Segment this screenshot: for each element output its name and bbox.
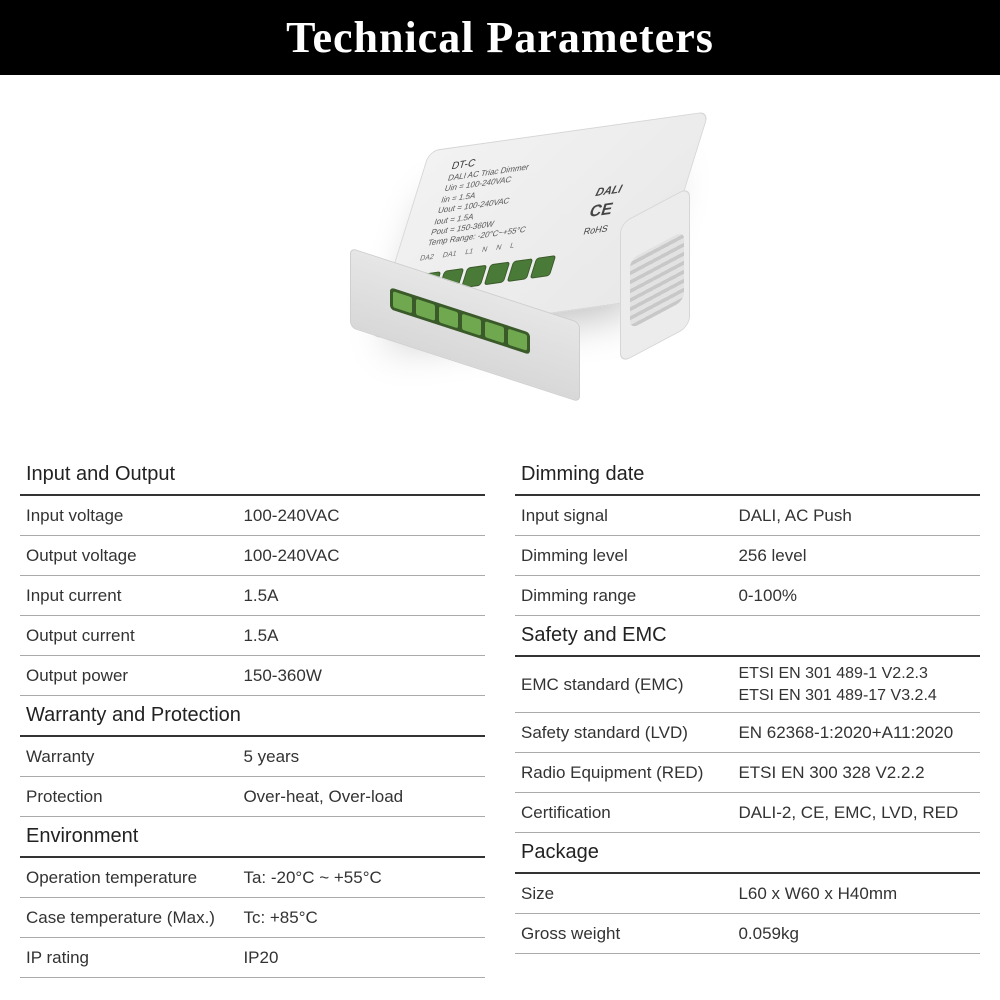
spec-key: Output power bbox=[26, 666, 243, 686]
spec-value: 0.059kg bbox=[738, 924, 974, 944]
spec-value: L60 x W60 x H40mm bbox=[738, 884, 974, 904]
spec-key: Input current bbox=[26, 586, 243, 606]
spec-row: Dimming range0-100% bbox=[515, 576, 980, 616]
left-column: Input and OutputInput voltage100-240VACO… bbox=[20, 455, 485, 978]
spec-key: Safety standard (LVD) bbox=[521, 723, 738, 743]
page-title: Technical Parameters bbox=[0, 0, 1000, 75]
spec-value: EN 62368-1:2020+A11:2020 bbox=[738, 723, 974, 743]
spec-row: Input voltage100-240VAC bbox=[20, 496, 485, 536]
spec-key: IP rating bbox=[26, 948, 243, 968]
spec-row: CertificationDALI-2, CE, EMC, LVD, RED bbox=[515, 793, 980, 833]
spec-key: Case temperature (Max.) bbox=[26, 908, 243, 928]
spec-key: Certification bbox=[521, 803, 738, 823]
section-header: Safety and EMC bbox=[515, 616, 980, 657]
spec-row: Output voltage100-240VAC bbox=[20, 536, 485, 576]
spec-value: Tc: +85°C bbox=[243, 908, 479, 928]
spec-value: IP20 bbox=[243, 948, 479, 968]
spec-value: DALI, AC Push bbox=[738, 506, 974, 526]
product-illustration: DT-C DALI AC Triac Dimmer Uin = 100-240V… bbox=[290, 115, 710, 415]
spec-key: Dimming range bbox=[521, 586, 738, 606]
spec-value: ETSI EN 300 328 V2.2.2 bbox=[738, 763, 974, 783]
spec-row: Input signalDALI, AC Push bbox=[515, 496, 980, 536]
spec-value: ETSI EN 301 489-1 V2.2.3ETSI EN 301 489-… bbox=[738, 663, 974, 706]
spec-row: Gross weight0.059kg bbox=[515, 914, 980, 954]
spec-row: EMC standard (EMC)ETSI EN 301 489-1 V2.2… bbox=[515, 657, 980, 713]
spec-key: Operation temperature bbox=[26, 868, 243, 888]
product-image-area: DT-C DALI AC Triac Dimmer Uin = 100-240V… bbox=[0, 75, 1000, 455]
spec-key: Radio Equipment (RED) bbox=[521, 763, 738, 783]
section-header: Input and Output bbox=[20, 455, 485, 496]
spec-value: 150-360W bbox=[243, 666, 479, 686]
spec-key: Warranty bbox=[26, 747, 243, 767]
spec-key: Gross weight bbox=[521, 924, 738, 944]
spec-key: Output current bbox=[26, 626, 243, 646]
spec-tables: Input and OutputInput voltage100-240VACO… bbox=[0, 455, 1000, 978]
spec-key: Input signal bbox=[521, 506, 738, 526]
spec-row: Operation temperatureTa: -20°C ~ +55°C bbox=[20, 858, 485, 898]
spec-row: Input current1.5A bbox=[20, 576, 485, 616]
spec-row: Output power150-360W bbox=[20, 656, 485, 696]
spec-value: 0-100% bbox=[738, 586, 974, 606]
spec-value: 100-240VAC bbox=[243, 506, 479, 526]
section-header: Dimming date bbox=[515, 455, 980, 496]
spec-key: Protection bbox=[26, 787, 243, 807]
section-header: Environment bbox=[20, 817, 485, 858]
spec-key: EMC standard (EMC) bbox=[521, 675, 738, 695]
spec-value: 1.5A bbox=[243, 626, 479, 646]
spec-row: SizeL60 x W60 x H40mm bbox=[515, 874, 980, 914]
spec-key: Size bbox=[521, 884, 738, 904]
spec-key: Dimming level bbox=[521, 546, 738, 566]
spec-key: Input voltage bbox=[26, 506, 243, 526]
spec-row: Output current1.5A bbox=[20, 616, 485, 656]
spec-row: Warranty5 years bbox=[20, 737, 485, 777]
spec-value: Over-heat, Over-load bbox=[243, 787, 479, 807]
right-column: Dimming dateInput signalDALI, AC PushDim… bbox=[515, 455, 980, 978]
spec-row: Radio Equipment (RED)ETSI EN 300 328 V2.… bbox=[515, 753, 980, 793]
spec-value: 5 years bbox=[243, 747, 479, 767]
spec-row: Dimming level256 level bbox=[515, 536, 980, 576]
spec-value: DALI-2, CE, EMC, LVD, RED bbox=[738, 803, 974, 823]
section-header: Package bbox=[515, 833, 980, 874]
spec-row: IP ratingIP20 bbox=[20, 938, 485, 978]
spec-value: 100-240VAC bbox=[243, 546, 479, 566]
spec-row: ProtectionOver-heat, Over-load bbox=[20, 777, 485, 817]
spec-row: Safety standard (LVD)EN 62368-1:2020+A11… bbox=[515, 713, 980, 753]
spec-value: 1.5A bbox=[243, 586, 479, 606]
spec-key: Output voltage bbox=[26, 546, 243, 566]
spec-value: 256 level bbox=[738, 546, 974, 566]
spec-value: Ta: -20°C ~ +55°C bbox=[243, 868, 479, 888]
section-header: Warranty and Protection bbox=[20, 696, 485, 737]
spec-row: Case temperature (Max.)Tc: +85°C bbox=[20, 898, 485, 938]
